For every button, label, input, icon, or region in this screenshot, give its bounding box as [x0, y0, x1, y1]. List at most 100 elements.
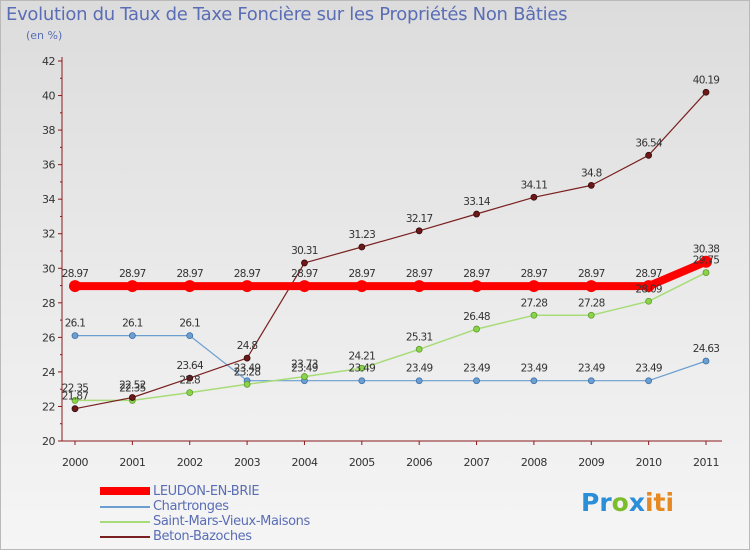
- data-label: 28.09: [635, 283, 662, 295]
- data-point: [645, 151, 653, 159]
- data-label: 22.8: [179, 375, 200, 387]
- data-label: 22.35: [62, 382, 89, 394]
- data-label: 28.97: [521, 268, 548, 280]
- data-point: [301, 373, 308, 380]
- chart-subtitle: (en %): [26, 29, 63, 42]
- data-point: [126, 280, 139, 293]
- data-label: 26.1: [122, 318, 143, 330]
- data-label: 23.64: [176, 360, 204, 372]
- data-point: [702, 269, 710, 276]
- data-point: [415, 227, 423, 235]
- data-point: [702, 88, 710, 96]
- data-label: 24.8: [237, 340, 258, 352]
- y-tick-label: 24: [42, 366, 55, 379]
- legend-swatch: [100, 506, 150, 508]
- legend-label: LEUDON-EN-BRIE: [153, 484, 260, 499]
- data-point: [473, 325, 480, 333]
- data-point: [186, 332, 194, 340]
- data-point: [530, 193, 538, 201]
- y-tick-label: 30: [42, 262, 55, 275]
- y-tick-label: 34: [42, 193, 55, 206]
- data-label: 31.23: [349, 229, 376, 241]
- data-label: 21.87: [62, 391, 89, 403]
- data-point: [530, 311, 538, 319]
- y-tick-label: 20: [42, 435, 55, 448]
- data-label: 23.28: [234, 366, 261, 378]
- x-tick-label: 2008: [521, 456, 547, 469]
- data-point: [702, 357, 710, 365]
- data-label: 28.97: [234, 268, 261, 280]
- data-label: 26.48: [463, 311, 490, 323]
- data-label: 28.97: [119, 268, 146, 280]
- data-point: [585, 280, 598, 293]
- data-point: [645, 377, 653, 385]
- data-label: 24.21: [349, 350, 376, 362]
- data-label: 23.49: [291, 363, 318, 375]
- data-label: 30.31: [291, 245, 318, 257]
- data-label: 23.49: [349, 363, 376, 375]
- data-label: 28.97: [291, 268, 318, 280]
- data-label: 34.11: [521, 179, 548, 191]
- data-label: 23.49: [234, 363, 261, 375]
- series-line: [74, 335, 707, 382]
- data-label: 27.28: [578, 297, 605, 309]
- data-label: 27.28: [521, 297, 548, 309]
- legend-label: Beton-Bazoches: [153, 529, 252, 544]
- data-label: 25.31: [406, 331, 433, 343]
- data-label: 28.97: [406, 268, 433, 280]
- data-point: [587, 377, 595, 385]
- data-label: 28.97: [349, 268, 376, 280]
- data-label: 23.73: [291, 359, 318, 371]
- data-point: [413, 280, 426, 293]
- data-point: [470, 280, 483, 293]
- data-label: 33.14: [463, 196, 491, 208]
- x-tick-label: 2007: [464, 456, 490, 469]
- y-tick-label: 32: [42, 228, 55, 241]
- y-tick-label: 26: [42, 331, 55, 344]
- data-label: 23.49: [406, 363, 433, 375]
- x-tick-label: 2011: [693, 456, 719, 469]
- data-label: 24.63: [693, 343, 720, 355]
- data-label: 28.97: [635, 268, 662, 280]
- data-point: [415, 345, 423, 353]
- series-line: [74, 271, 707, 402]
- data-point: [183, 280, 196, 293]
- legend-swatch: [100, 521, 150, 523]
- x-tick-label: 2001: [119, 456, 145, 469]
- data-label: 28.97: [463, 268, 490, 280]
- proxiti-logo: Proxiti: [581, 488, 675, 517]
- data-label: 23.49: [578, 363, 605, 375]
- data-point: [700, 255, 712, 268]
- data-point: [587, 181, 595, 189]
- data-label: 32.17: [406, 213, 433, 225]
- data-label: 40.19: [693, 74, 720, 86]
- data-point: [243, 380, 251, 388]
- x-tick-label: 2003: [234, 456, 260, 469]
- data-point: [71, 332, 79, 340]
- legend-swatch: [100, 487, 150, 495]
- legend-swatch: [100, 536, 150, 538]
- data-point: [71, 397, 79, 404]
- data-point: [241, 280, 254, 293]
- data-point: [527, 280, 540, 293]
- data-label: 22.35: [119, 382, 146, 394]
- data-label: 22.52: [119, 379, 146, 391]
- data-point: [69, 280, 81, 293]
- data-point: [243, 354, 251, 362]
- data-point: [587, 311, 595, 319]
- data-label: 23.49: [635, 363, 662, 375]
- legend-label: Chartronges: [153, 499, 229, 514]
- data-point: [71, 405, 79, 413]
- data-point: [355, 280, 368, 293]
- x-tick-label: 2006: [406, 456, 432, 469]
- data-point: [645, 297, 653, 305]
- data-point: [358, 243, 366, 251]
- y-tick-label: 38: [42, 124, 55, 137]
- data-point: [473, 210, 480, 218]
- y-tick-label: 42: [42, 55, 55, 68]
- legend-label: Saint-Mars-Vieux-Maisons: [153, 514, 310, 529]
- data-label: 23.49: [463, 363, 490, 375]
- data-label: 26.1: [65, 318, 86, 330]
- x-tick-label: 2005: [349, 456, 375, 469]
